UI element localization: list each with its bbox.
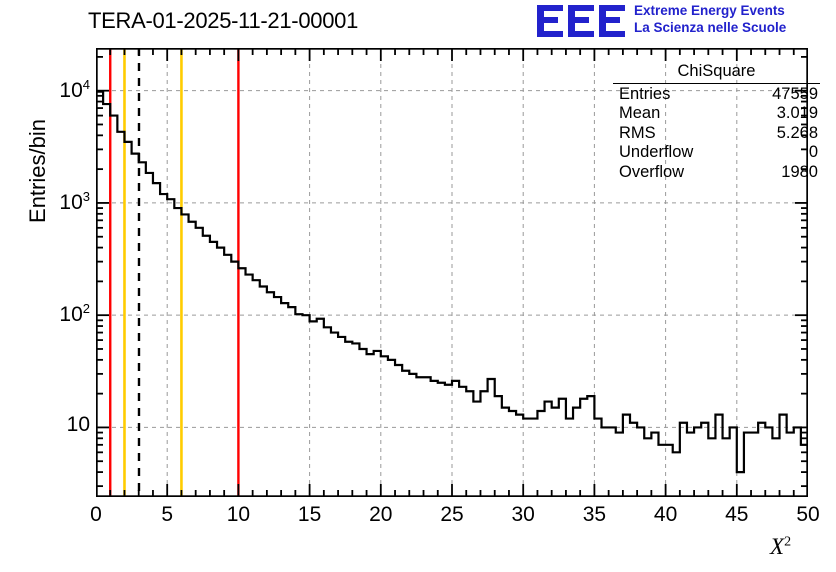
- x-tick-label: 20: [369, 503, 393, 526]
- x-tick-label: 40: [653, 503, 678, 526]
- stats-row: Underflow 0: [613, 143, 820, 163]
- eee-logo-text: Extreme Energy Events La Scienza nelle S…: [634, 3, 786, 36]
- stats-row-value: 0: [808, 143, 818, 162]
- stats-row-value: 1980: [781, 162, 818, 181]
- eee-logo-line1: Extreme Energy Events: [634, 3, 785, 18]
- y-tick-label-exponent: 3: [82, 188, 90, 204]
- x-tick-label: 10: [226, 503, 251, 526]
- x-tick-label: 5: [161, 503, 174, 526]
- x-tick-label: 50: [796, 503, 820, 526]
- y-tick-label-exponent: 2: [82, 301, 90, 317]
- stats-row: Overflow 1980: [613, 163, 820, 183]
- stats-row: Mean 3.019: [613, 104, 820, 124]
- x-axis-title: X2: [770, 534, 791, 560]
- stats-box-title: ChiSquare: [677, 62, 756, 80]
- stats-row-name: Entries: [619, 84, 671, 103]
- stats-row-name: RMS: [619, 123, 656, 142]
- y-tick-label-base: 10: [66, 413, 90, 437]
- stats-row: RMS 5.268: [613, 124, 820, 144]
- y-tick-label: 102: [28, 301, 90, 327]
- y-tick-label: 10: [28, 413, 90, 437]
- y-tick-label: 103: [28, 189, 90, 215]
- x-tick-label: 25: [440, 503, 464, 526]
- histogram-svg: [96, 48, 808, 497]
- x-axis-title-base: X: [770, 534, 785, 559]
- page-title: TERA-01-2025-11-21-00001: [88, 8, 359, 33]
- stats-row-value: 47559: [772, 84, 818, 103]
- stats-row-value: 5.268: [776, 123, 818, 142]
- plot-area: [96, 48, 808, 497]
- y-tick-label-base: 10: [59, 78, 83, 102]
- x-axis-title-exponent: 2: [784, 534, 792, 550]
- stats-row-name: Overflow: [619, 162, 685, 181]
- x-tick-label: 45: [725, 503, 749, 526]
- eee-logo-mark: [537, 5, 625, 37]
- axis-frame: [96, 48, 808, 497]
- stats-row-name: Mean: [619, 104, 661, 123]
- stats-box-divider: [613, 82, 820, 84]
- stats-box-rows: Entries 47559 Mean 3.019 RMS 5.268 Underflow 0 O…: [613, 85, 820, 183]
- y-tick-label-exponent: 4: [82, 76, 90, 92]
- marker-lines: [109, 48, 240, 497]
- y-tick-label: 104: [28, 77, 90, 103]
- eee-logo: Extreme Energy Events La Scienza nelle S…: [536, 2, 836, 42]
- stats-row: Entries 47559: [613, 85, 820, 105]
- y-tick-label-base: 10: [59, 303, 83, 327]
- eee-logo-line2: La Scienza nelle Scuole: [634, 19, 787, 35]
- x-tick-label: 15: [297, 503, 322, 526]
- stats-row-value: 3.019: [776, 104, 818, 123]
- x-tick-label: 30: [511, 503, 535, 526]
- x-tick-label: 35: [582, 503, 607, 526]
- histogram-line: [96, 90, 808, 474]
- gridlines: [96, 48, 808, 497]
- x-tick-label: 0: [90, 503, 102, 526]
- y-tick-label-base: 10: [59, 190, 83, 214]
- stats-box: ChiSquare Entries 47559 Mean 3.019 RMS 5.268 U…: [613, 62, 820, 183]
- stats-row-name: Underflow: [619, 143, 694, 162]
